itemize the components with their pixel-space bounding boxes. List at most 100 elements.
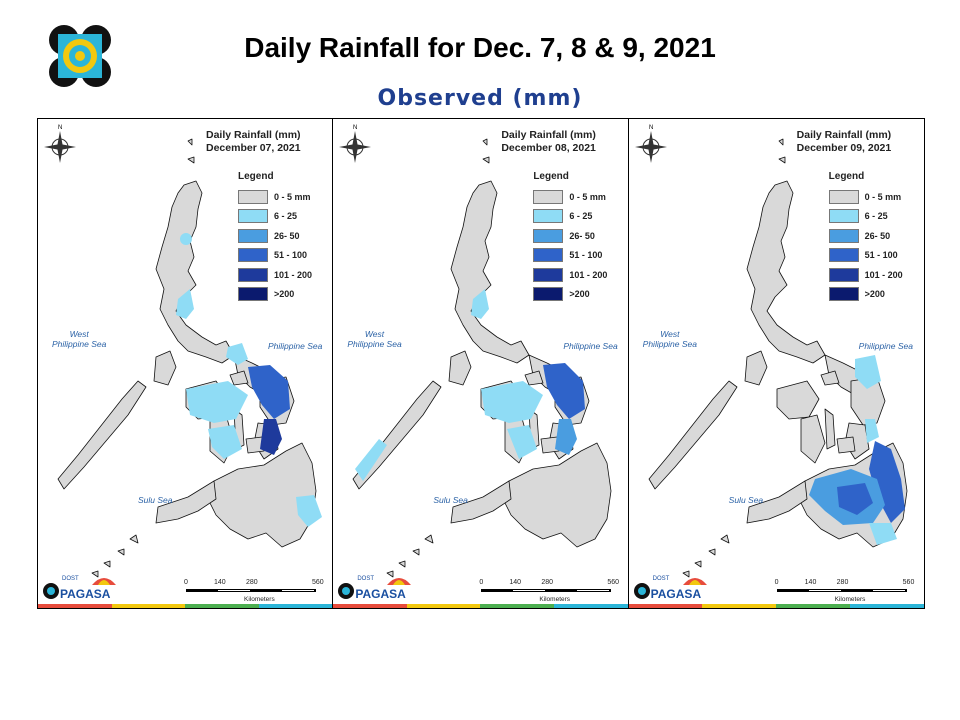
legend-label: 26- 50 bbox=[274, 230, 300, 241]
pagasa-small-text: DOST bbox=[652, 576, 670, 582]
scale-unit: Kilometers bbox=[539, 596, 571, 603]
legend-swatch bbox=[533, 248, 564, 263]
legend-item: 0 - 5 mm bbox=[533, 187, 607, 207]
pagasa-emblem-icon bbox=[338, 578, 412, 599]
legend-item: 101 - 200 bbox=[533, 265, 607, 285]
legend-swatch bbox=[828, 209, 859, 224]
legend-item: 51 - 100 bbox=[533, 246, 607, 266]
philippines-map bbox=[634, 124, 908, 578]
legend-item: 51 - 100 bbox=[828, 246, 903, 266]
philippines-map bbox=[43, 124, 322, 578]
legend-label: 51 - 100 bbox=[274, 250, 308, 261]
color-stripe bbox=[628, 604, 924, 608]
legend-label: 0 - 5 mm bbox=[864, 191, 902, 202]
legend: Legend 0 - 5 mm 6 - 25 26- 50 51 - 100 1… bbox=[238, 171, 312, 304]
legend: Legend 0 - 5 mm 6 - 25 26- 50 51 - 100 1… bbox=[533, 171, 607, 304]
scale-bar: 0 140 280 560 Kilometers bbox=[184, 579, 324, 603]
scale-bar: 0 140 280 560 Kilometers bbox=[775, 579, 915, 603]
legend-item: 6 - 25 bbox=[238, 207, 312, 227]
legend-item: >200 bbox=[238, 285, 312, 305]
scale-unit: Kilometers bbox=[244, 596, 275, 603]
rain-overlay bbox=[355, 289, 586, 481]
panel-title-line1: Daily Rainfall (mm) bbox=[501, 129, 596, 141]
color-stripe bbox=[38, 604, 333, 608]
pagasa-emblem-icon bbox=[43, 578, 116, 599]
panel-title: Daily Rainfall (mm) December 07, 2021 bbox=[206, 129, 301, 155]
scale-line bbox=[186, 589, 316, 592]
legend-item: 26- 50 bbox=[828, 226, 903, 246]
legend-item: 51 - 100 bbox=[238, 246, 312, 266]
legend-item: 101 - 200 bbox=[828, 265, 903, 285]
philippines-map bbox=[338, 124, 612, 578]
page-subtitle: Observed (mm) bbox=[377, 86, 583, 111]
legend-swatch bbox=[828, 228, 859, 243]
legend-label: 51 - 100 bbox=[864, 250, 898, 261]
legend-label: 6 - 25 bbox=[864, 211, 888, 222]
scale-tick: 560 bbox=[312, 579, 324, 586]
sea-label-west: West Philippine Sea bbox=[347, 329, 402, 349]
legend-swatch bbox=[238, 287, 268, 302]
legend-label: 101 - 200 bbox=[569, 269, 608, 280]
scale-tick: 0 bbox=[184, 579, 188, 586]
legend-swatch bbox=[238, 209, 268, 224]
legend-item: 6 - 25 bbox=[533, 207, 607, 227]
legend-swatch bbox=[238, 248, 268, 263]
scale-tick: 560 bbox=[607, 579, 620, 586]
legend-item: 26- 50 bbox=[533, 226, 607, 246]
panel-title-date: December 07, 2021 bbox=[206, 142, 301, 154]
scale-line bbox=[481, 589, 612, 592]
panel-title-date: December 09, 2021 bbox=[796, 142, 892, 154]
legend-item: 101 - 200 bbox=[238, 265, 312, 285]
scale-tick: 280 bbox=[246, 579, 258, 586]
legend-swatch bbox=[828, 267, 859, 282]
sea-label-west: West Philippine Sea bbox=[642, 329, 698, 349]
legend-label: 0 - 5 mm bbox=[274, 191, 311, 202]
sea-label-west: West Philippine Sea bbox=[52, 329, 107, 349]
legend-title: Legend bbox=[238, 171, 274, 182]
sea-label-east: Philippine Sea bbox=[858, 341, 914, 351]
legend-label: 101 - 200 bbox=[274, 269, 313, 280]
map-panel-dec09: Daily Rainfall (mm) December 09, 2021 Le… bbox=[628, 119, 924, 608]
legend-swatch bbox=[238, 267, 268, 282]
scale-tick: 560 bbox=[902, 579, 915, 586]
pagasa-small-text: DOST bbox=[62, 576, 79, 582]
legend-swatch bbox=[238, 189, 268, 204]
panel-title-line1: Daily Rainfall (mm) bbox=[796, 129, 892, 141]
legend-swatch bbox=[828, 287, 859, 302]
color-stripe bbox=[333, 604, 628, 608]
legend-label: 0 - 5 mm bbox=[569, 191, 606, 202]
pagasa-emblem-icon bbox=[633, 578, 707, 599]
pagasa-logo: DOST PAGASA bbox=[42, 571, 132, 603]
legend-title: Legend bbox=[533, 171, 569, 182]
pagasa-logo: DOST PAGASA bbox=[337, 571, 427, 603]
rain-overlay bbox=[176, 233, 322, 527]
scale-tick: 140 bbox=[804, 579, 817, 586]
scale-tick: 140 bbox=[509, 579, 522, 586]
panel-title: Daily Rainfall (mm) December 08, 2021 bbox=[501, 129, 596, 155]
legend-label: 51 - 100 bbox=[569, 250, 603, 261]
map-panel-dec07: Daily Rainfall (mm) December 07, 2021 Le… bbox=[38, 119, 334, 608]
legend-label: 6 - 25 bbox=[569, 211, 593, 222]
legend-swatch bbox=[828, 189, 859, 204]
sea-label-sulu: Sulu Sea bbox=[728, 495, 764, 505]
legend-swatch bbox=[238, 228, 268, 243]
scale-bar: 0 140 280 560 Kilometers bbox=[479, 579, 619, 603]
legend-item: 6 - 25 bbox=[828, 207, 903, 227]
pagasa-logo: DOST PAGASA bbox=[633, 571, 723, 603]
scale-tick: 0 bbox=[774, 579, 779, 586]
legend-label: >200 bbox=[274, 289, 295, 300]
pagasa-small-text: DOST bbox=[357, 576, 374, 582]
panel-title: Daily Rainfall (mm) December 09, 2021 bbox=[797, 129, 892, 155]
legend-item: >200 bbox=[828, 285, 903, 305]
legend-title: Legend bbox=[828, 171, 865, 182]
legend-label: 26- 50 bbox=[569, 230, 595, 241]
pagasa-name: PAGASA bbox=[355, 587, 406, 601]
legend-item: 26- 50 bbox=[238, 226, 312, 246]
rain-overlay bbox=[808, 355, 905, 545]
scale-tick: 140 bbox=[214, 579, 226, 586]
legend-label: 6 - 25 bbox=[274, 211, 298, 222]
legend-label: 26- 50 bbox=[864, 230, 891, 241]
sea-label-east: Philippine Sea bbox=[563, 341, 618, 351]
pagasa-name: PAGASA bbox=[60, 587, 111, 601]
pagasa-name: PAGASA bbox=[650, 587, 702, 601]
